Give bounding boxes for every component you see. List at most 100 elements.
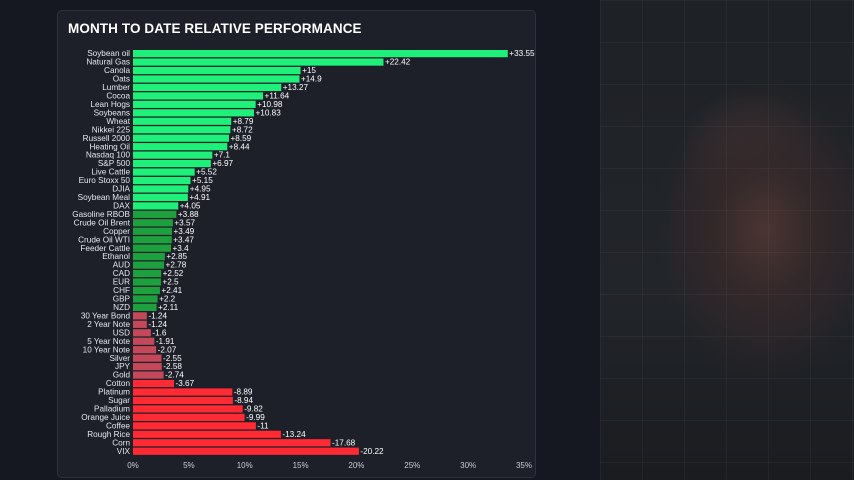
category-label: Soybean Meal <box>78 193 131 202</box>
bar <box>133 405 243 413</box>
category-label: JPY <box>115 362 131 371</box>
category-label: NZD <box>113 303 130 312</box>
value-label: -2.58 <box>163 362 182 371</box>
chart-panel: MONTH TO DATE RELATIVE PERFORMANCE Soybe… <box>57 10 536 478</box>
bar <box>133 185 189 193</box>
bar <box>133 371 164 379</box>
category-label: VIX <box>117 447 131 456</box>
chart-title: MONTH TO DATE RELATIVE PERFORMANCE <box>68 21 362 36</box>
category-label: Cotton <box>106 379 131 388</box>
x-tick-label: 20% <box>348 461 364 470</box>
category-label: CHF <box>113 286 130 295</box>
category-label: DAX <box>113 201 130 210</box>
value-label: -1.24 <box>148 311 167 320</box>
bar <box>133 337 155 345</box>
bar-chart: Soybean oil +33.55 Natural Gas +22.42 Canola… <box>72 49 535 470</box>
category-label: Cocoa <box>106 92 130 101</box>
bar <box>133 312 147 320</box>
bar <box>133 261 165 269</box>
category-label: Palladium <box>94 405 130 414</box>
bar <box>133 168 195 176</box>
bar <box>133 329 151 337</box>
value-label: +33.55 <box>509 49 535 58</box>
value-label: -8.89 <box>234 388 253 397</box>
category-label: 10 Year Note <box>83 345 131 354</box>
bar <box>133 278 161 286</box>
value-label: +3.4 <box>172 244 189 253</box>
value-label: -13.24 <box>282 430 306 439</box>
bar <box>133 66 301 75</box>
category-label: Soybean oil <box>87 49 130 58</box>
value-label: +8.59 <box>230 134 251 143</box>
value-label: +2.11 <box>158 303 179 312</box>
value-label: +2.41 <box>161 286 182 295</box>
bar <box>133 193 188 202</box>
value-label: +6.97 <box>212 159 233 168</box>
category-label: Silver <box>110 354 131 363</box>
bar <box>133 320 147 328</box>
bar <box>133 134 229 142</box>
category-label: Canola <box>104 66 130 75</box>
bar <box>133 379 174 388</box>
category-label: GBP <box>113 295 131 304</box>
category-label: Crude Oil WTI <box>78 235 130 244</box>
bar <box>133 286 160 295</box>
category-label: Euro Stoxx 50 <box>79 176 131 185</box>
bar <box>133 83 282 92</box>
value-label: -17.68 <box>332 438 356 447</box>
value-label: +3.57 <box>174 218 195 227</box>
bar <box>133 388 233 396</box>
category-label: Live Cattle <box>91 168 130 177</box>
value-label: +4.95 <box>190 185 211 194</box>
value-label: +4.91 <box>189 193 210 202</box>
category-label: Crude Oil Brent <box>74 218 131 227</box>
x-tick-label: 35% <box>516 461 532 470</box>
bar <box>133 413 245 421</box>
bar <box>133 151 213 159</box>
bar <box>133 253 165 261</box>
category-label: Gasoline RBOB <box>72 210 130 219</box>
category-label: AUD <box>113 261 130 270</box>
bar <box>133 303 157 311</box>
value-label: +10.98 <box>257 100 283 109</box>
category-label: Wheat <box>106 117 130 126</box>
category-label: CAD <box>113 269 130 278</box>
bar <box>133 202 179 210</box>
x-tick-label: 25% <box>404 461 420 470</box>
bar <box>133 363 162 371</box>
category-label: Feeder Cattle <box>80 244 130 253</box>
value-label: -3.67 <box>175 379 194 388</box>
category-label: EUR <box>113 278 130 287</box>
bar <box>133 422 256 430</box>
category-label: Oats <box>113 75 130 84</box>
value-label: -9.99 <box>246 413 265 422</box>
bar <box>133 295 158 303</box>
value-label: -1.91 <box>156 337 175 346</box>
value-label: +2.78 <box>166 261 187 270</box>
category-label: USD <box>113 328 130 337</box>
value-label: +22.42 <box>385 58 411 67</box>
category-label: 2 Year Note <box>87 320 130 329</box>
bar <box>133 354 162 362</box>
value-label: +2.52 <box>163 269 184 278</box>
bar <box>133 227 172 235</box>
category-label: Russell 2000 <box>83 134 131 143</box>
value-label: +15 <box>302 66 316 75</box>
value-label: +4.05 <box>180 201 201 210</box>
category-label: Nasdaq 100 <box>86 151 131 160</box>
bar <box>133 439 331 447</box>
bar <box>133 109 254 117</box>
category-label: Lean Hogs <box>90 100 130 109</box>
value-label: -1.24 <box>148 320 167 329</box>
bar <box>133 50 508 58</box>
blurred-background-image <box>600 0 854 480</box>
value-label: -1.6 <box>152 328 167 337</box>
value-label: +5.15 <box>192 176 213 185</box>
bar <box>133 346 157 354</box>
category-label: Corn <box>112 438 130 447</box>
bar <box>133 75 300 83</box>
bar <box>133 219 173 227</box>
value-label: +2.85 <box>166 252 187 261</box>
value-label: +13.27 <box>283 83 309 92</box>
value-label: -2.55 <box>163 354 182 363</box>
